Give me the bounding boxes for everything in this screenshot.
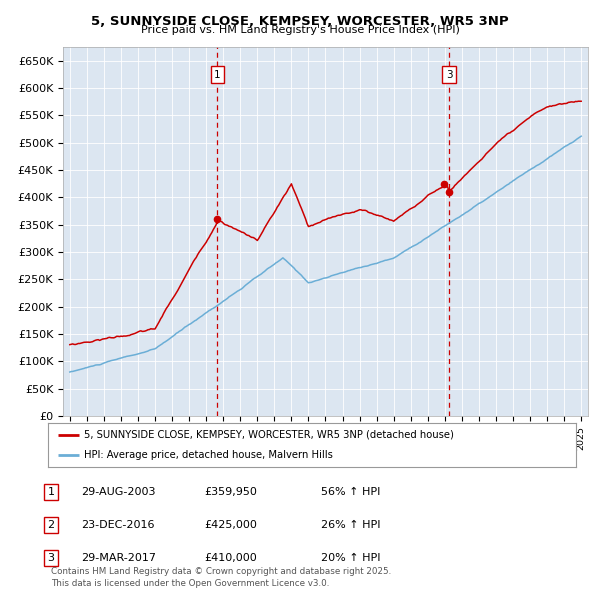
- Text: 20% ↑ HPI: 20% ↑ HPI: [321, 553, 380, 563]
- Text: 29-AUG-2003: 29-AUG-2003: [81, 487, 155, 497]
- Text: £425,000: £425,000: [204, 520, 257, 530]
- Text: 1: 1: [47, 487, 55, 497]
- Text: 26% ↑ HPI: 26% ↑ HPI: [321, 520, 380, 530]
- Text: Contains HM Land Registry data © Crown copyright and database right 2025.
This d: Contains HM Land Registry data © Crown c…: [51, 568, 391, 588]
- Text: 5, SUNNYSIDE CLOSE, KEMPSEY, WORCESTER, WR5 3NP (detached house): 5, SUNNYSIDE CLOSE, KEMPSEY, WORCESTER, …: [84, 430, 454, 440]
- Text: 23-DEC-2016: 23-DEC-2016: [81, 520, 155, 530]
- Text: 3: 3: [446, 70, 452, 80]
- Text: £410,000: £410,000: [204, 553, 257, 563]
- Text: 5, SUNNYSIDE CLOSE, KEMPSEY, WORCESTER, WR5 3NP: 5, SUNNYSIDE CLOSE, KEMPSEY, WORCESTER, …: [91, 15, 509, 28]
- Text: 56% ↑ HPI: 56% ↑ HPI: [321, 487, 380, 497]
- Text: 3: 3: [47, 553, 55, 563]
- Text: 1: 1: [214, 70, 221, 80]
- Text: 29-MAR-2017: 29-MAR-2017: [81, 553, 156, 563]
- Text: £359,950: £359,950: [204, 487, 257, 497]
- Text: 2: 2: [47, 520, 55, 530]
- Text: HPI: Average price, detached house, Malvern Hills: HPI: Average price, detached house, Malv…: [84, 450, 333, 460]
- Text: Price paid vs. HM Land Registry's House Price Index (HPI): Price paid vs. HM Land Registry's House …: [140, 25, 460, 35]
